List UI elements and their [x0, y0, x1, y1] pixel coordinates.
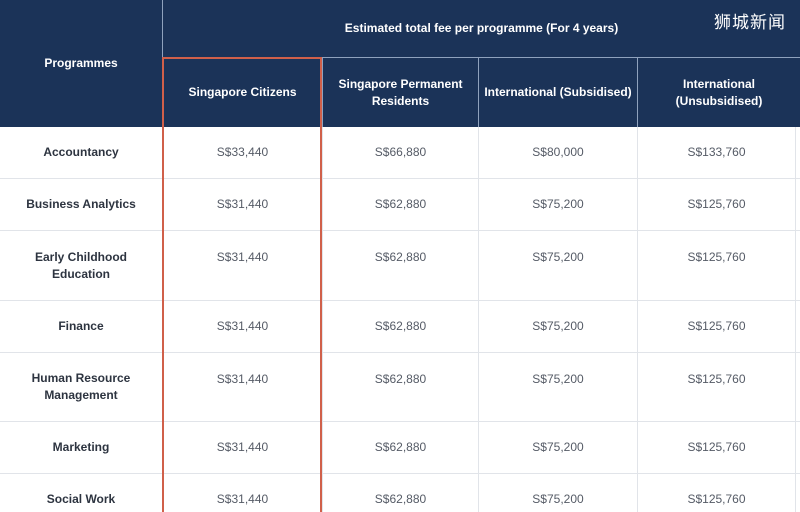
fee-cell-intl-subsidised: S$75,200 — [532, 319, 584, 333]
header-divider — [163, 57, 800, 58]
fee-cell-intl-subsidised: S$75,200 — [532, 197, 584, 211]
fee-cell-intl-unsubsidised: S$125,760 — [687, 371, 746, 386]
fee-cell-intl-unsubsidised: S$133,760 — [687, 145, 746, 159]
table-row-programme: Accountancy — [43, 145, 119, 159]
table-row-programme: Business Analytics — [26, 197, 136, 211]
column-divider — [322, 127, 323, 512]
table-row-programme: Finance — [58, 319, 104, 333]
header-col-citizens: Singapore Citizens — [163, 58, 322, 127]
fee-cell-intl-unsubsidised: S$125,760 — [687, 440, 746, 454]
fee-cell-citizens: S$31,440 — [216, 197, 269, 211]
table-row-programme: Human Resource Management — [31, 371, 131, 402]
header-col-citizens-label: Singapore Citizens — [188, 85, 297, 99]
fee-cell-citizens: S$31,440 — [216, 371, 269, 386]
watermark-text: 狮城新闻 — [714, 13, 786, 33]
header-col-intl-unsubsidised-label: International (Unsubsidised) — [675, 76, 763, 108]
table-row-programme: Social Work — [46, 492, 116, 506]
fee-cell-pr: S$66,880 — [374, 145, 427, 159]
row-divider — [0, 178, 800, 179]
fee-cell-pr: S$62,880 — [374, 319, 427, 333]
fee-cell-citizens: S$31,440 — [216, 492, 269, 506]
fee-cell-intl-unsubsidised: S$125,760 — [687, 319, 746, 333]
header-group-label: Estimated total fee per programme (For 4… — [344, 21, 619, 35]
fee-cell-citizens: S$31,440 — [216, 440, 269, 454]
header-divider — [162, 0, 163, 127]
header-divider — [637, 58, 638, 127]
header-programmes: Programmes — [0, 0, 162, 127]
fee-cell-citizens: S$31,440 — [216, 319, 269, 333]
fee-cell-citizens: S$31,440 — [216, 249, 269, 264]
fee-cell-intl-unsubsidised: S$125,760 — [687, 249, 746, 264]
header-col-pr: Singapore Permanent Residents — [323, 58, 478, 127]
fee-cell-pr: S$62,880 — [374, 371, 427, 386]
table-row-programme: Early Childhood Education — [34, 249, 127, 281]
header-col-intl-unsubsidised: International (Unsubsidised) — [638, 58, 800, 127]
header-group: Estimated total fee per programme (For 4… — [163, 0, 800, 57]
column-divider — [478, 127, 479, 512]
fee-cell-citizens: S$33,440 — [216, 145, 269, 159]
fee-cell-pr: S$62,880 — [374, 440, 427, 454]
fee-cell-intl-subsidised: S$75,200 — [532, 492, 584, 506]
fee-cell-intl-subsidised: S$75,200 — [532, 440, 584, 454]
table-row-programme: Marketing — [52, 440, 110, 454]
row-divider — [0, 230, 800, 231]
header-programmes-label: Programmes — [44, 56, 118, 70]
fee-cell-intl-subsidised: S$75,200 — [532, 371, 584, 386]
fee-cell-pr: S$62,880 — [374, 197, 427, 211]
fee-cell-intl-unsubsidised: S$125,760 — [687, 492, 746, 506]
column-divider — [795, 127, 796, 512]
header-col-intl-subsidised: International (Subsidised) — [479, 58, 637, 127]
column-divider — [637, 127, 638, 512]
header-col-pr-label: Singapore Permanent Residents — [338, 76, 463, 108]
row-divider — [0, 300, 800, 301]
row-divider — [0, 352, 800, 353]
fee-cell-intl-subsidised: S$80,000 — [532, 145, 584, 159]
row-divider — [0, 473, 800, 474]
header-col-intl-subsidised-label: International (Subsidised) — [484, 85, 632, 99]
fee-cell-pr: S$62,880 — [374, 249, 427, 264]
header-divider — [322, 58, 323, 127]
fee-cell-intl-unsubsidised: S$125,760 — [687, 197, 746, 211]
fee-cell-pr: S$62,880 — [374, 492, 427, 506]
header-divider — [478, 58, 479, 127]
fee-cell-intl-subsidised: S$75,200 — [532, 249, 584, 264]
row-divider — [0, 421, 800, 422]
